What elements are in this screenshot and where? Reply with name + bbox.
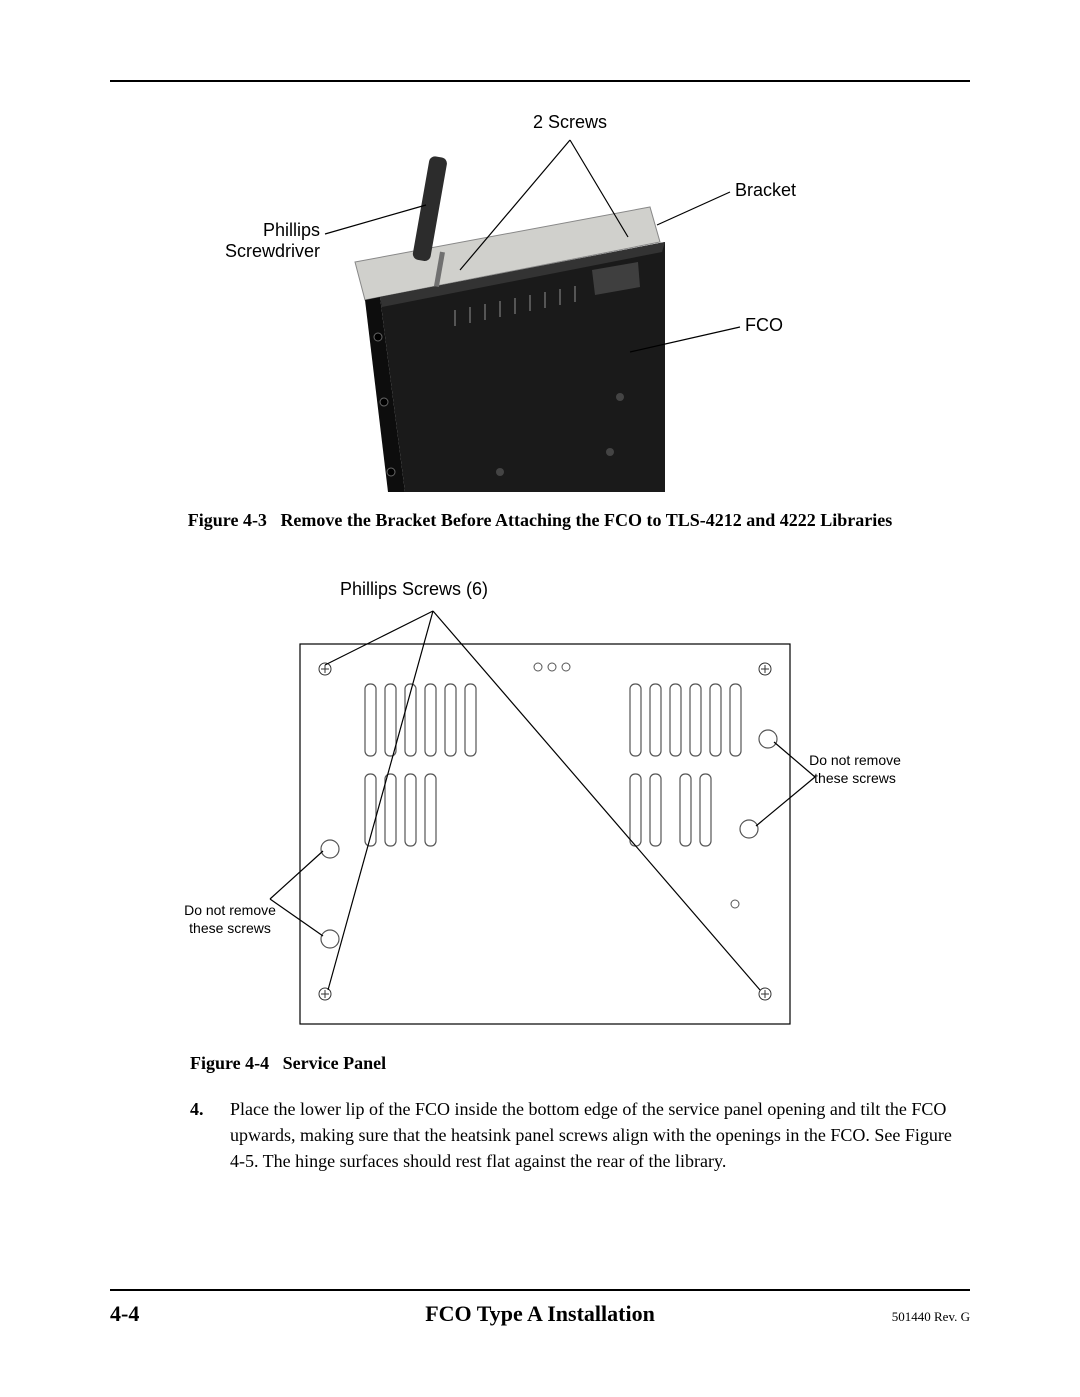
figure-4-3-caption: Figure 4-3 Remove the Bracket Before Att…	[110, 510, 970, 531]
label-fco: FCO	[745, 315, 783, 336]
figure-4-4: Phillips Screws (6) Do not remove these …	[160, 579, 920, 1039]
label-screwdriver-l2: Screwdriver	[225, 241, 320, 261]
figure-4-4-caption: Figure 4-4 Service Panel	[190, 1053, 970, 1074]
step-4-number: 4.	[190, 1096, 230, 1174]
figure-4-4-caption-text: Service Panel	[283, 1053, 386, 1073]
figure-4-3-svg	[160, 102, 920, 492]
label-screwdriver-l1: Phillips	[263, 220, 320, 240]
step-4: 4. Place the lower lip of the FCO inside…	[190, 1096, 960, 1174]
footer-revision: 501440 Rev. G	[892, 1309, 970, 1325]
label-bracket: Bracket	[735, 180, 796, 201]
label-phillips-screws: Phillips Screws (6)	[340, 579, 488, 600]
label-dnr-left: Do not remove these screws	[175, 902, 285, 937]
footer-title: FCO Type A Installation	[425, 1301, 655, 1327]
document-page: 2 Screws Bracket Phillips Screwdriver FC…	[0, 0, 1080, 1397]
dnr-r1: Do not remove	[809, 752, 901, 768]
label-dnr-right: Do not remove these screws	[800, 752, 910, 787]
figure-4-4-caption-prefix: Figure 4-4	[190, 1053, 269, 1073]
label-screwdriver: Phillips Screwdriver	[220, 220, 320, 261]
figure-4-3: 2 Screws Bracket Phillips Screwdriver FC…	[160, 102, 920, 492]
figure-4-3-caption-prefix: Figure 4-3	[188, 510, 267, 530]
figure-4-3-caption-text: Remove the Bracket Before Attaching the …	[280, 510, 892, 530]
dnr-l2: these screws	[189, 920, 271, 936]
footer-page-number: 4-4	[110, 1301, 139, 1327]
dnr-r2: these screws	[814, 770, 896, 786]
top-rule	[110, 80, 970, 82]
figure-4-4-svg	[160, 579, 920, 1039]
dnr-l1: Do not remove	[184, 902, 276, 918]
step-4-text: Place the lower lip of the FCO inside th…	[230, 1096, 960, 1174]
label-2-screws: 2 Screws	[530, 112, 610, 133]
page-footer: 4-4 FCO Type A Installation 501440 Rev. …	[110, 1289, 970, 1327]
